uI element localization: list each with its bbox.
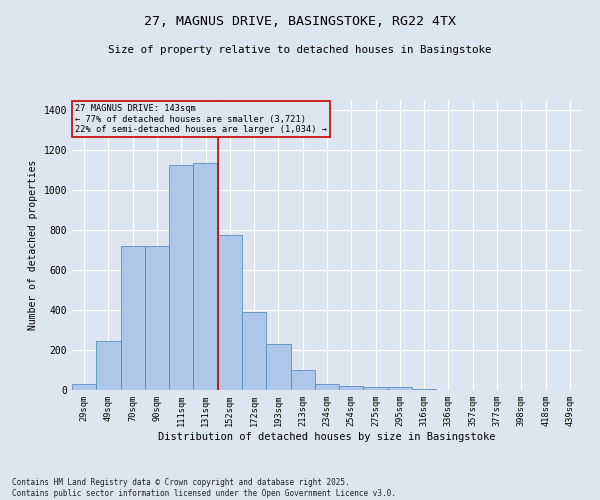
Bar (218, 235, 242, 390)
Bar (315, 384, 339, 390)
X-axis label: Distribution of detached houses by size in Basingstoke: Distribution of detached houses by size … (158, 432, 496, 442)
Text: Size of property relative to detached houses in Basingstoke: Size of property relative to detached ho… (108, 45, 492, 55)
Text: Contains HM Land Registry data © Crown copyright and database right 2025.
Contai: Contains HM Land Registry data © Crown c… (12, 478, 396, 498)
Bar (339, 386, 364, 390)
Bar (412, 389, 436, 390)
Bar (388, 388, 412, 390)
Bar (169, 165, 193, 390)
Bar (290, 370, 315, 390)
Bar (121, 246, 145, 390)
Bar (72, 384, 96, 390)
Y-axis label: Number of detached properties: Number of detached properties (28, 160, 38, 330)
Bar (193, 163, 218, 390)
Bar (96, 341, 121, 390)
Text: 27, MAGNUS DRIVE, BASINGSTOKE, RG22 4TX: 27, MAGNUS DRIVE, BASINGSTOKE, RG22 4TX (144, 15, 456, 28)
Bar (242, 312, 266, 390)
Bar (266, 344, 290, 390)
Bar (364, 386, 388, 390)
Bar (145, 246, 169, 390)
Text: 27 MAGNUS DRIVE: 143sqm
← 77% of detached houses are smaller (3,721)
22% of semi: 27 MAGNUS DRIVE: 143sqm ← 77% of detache… (74, 104, 326, 134)
